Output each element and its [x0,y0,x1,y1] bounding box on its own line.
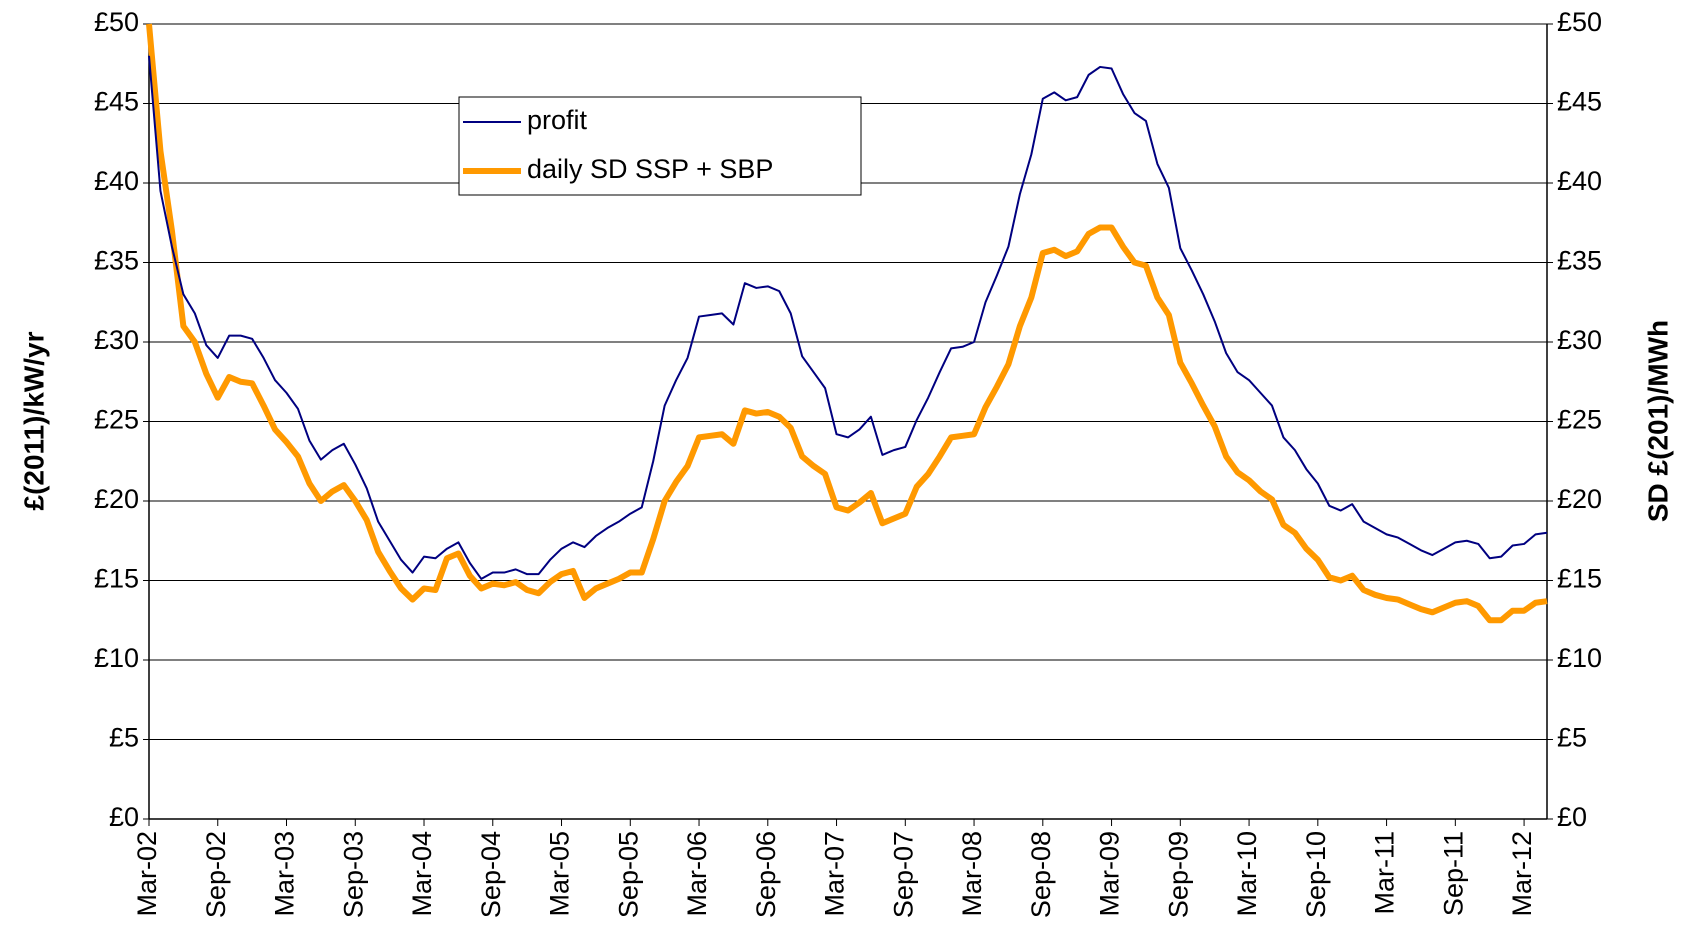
y-tick-label: £0 [109,802,139,832]
x-tick-label: Sep-08 [1026,831,1056,918]
y-tick-label: £20 [94,484,139,514]
legend-label: profit [527,105,588,135]
y-tick-label: £10 [94,643,139,673]
x-tick-label: Mar-09 [1095,831,1125,917]
x-tick-label: Sep-11 [1438,831,1468,916]
y-tick-label: £50 [94,7,139,37]
y2-tick-label: £50 [1557,7,1602,37]
y2-tick-label: £40 [1557,166,1602,196]
y-tick-label: £40 [94,166,139,196]
y2-tick-label: £15 [1557,564,1602,594]
legend-label: daily SD SSP + SBP [527,154,773,184]
y2-tick-label: £20 [1557,484,1602,514]
x-tick-label: Sep-10 [1301,831,1331,918]
y-tick-label: £15 [94,564,139,594]
x-tick-label: Mar-05 [545,831,575,917]
y2-tick-label: £45 [1557,87,1602,117]
legend-box [458,96,862,196]
x-tick-label: Sep-02 [201,831,231,918]
series-line [146,23,1548,624]
y2-tick-label: £10 [1557,643,1602,673]
y2-axis-title: SD £(201)/MWh [1642,320,1673,522]
y-axis-title: £(2011)/kW/yr [18,331,49,510]
y-tick-label: £25 [94,405,139,435]
series-line [148,55,1548,580]
x-tick-label: Mar-02 [132,831,162,917]
x-tick-label: Mar-06 [682,831,712,917]
y2-tick-label: £30 [1557,325,1602,355]
x-tick-label: Sep-04 [476,831,506,918]
y2-tick-label: £0 [1557,802,1587,832]
x-tick-label: Sep-07 [888,831,918,918]
x-tick-label: Mar-08 [957,831,987,917]
y2-tick-label: £25 [1557,405,1602,435]
x-tick-label: Mar-12 [1507,831,1537,917]
x-tick-label: Mar-04 [407,831,437,917]
y-tick-label: £35 [94,246,139,276]
y2-tick-label: £5 [1557,723,1587,753]
x-tick-label: Mar-10 [1232,831,1262,917]
y-tick-label: £30 [94,325,139,355]
x-tick-label: Mar-11 [1370,831,1400,915]
y-tick-label: £5 [109,723,139,753]
x-tick-label: Sep-09 [1163,831,1193,918]
x-tick-label: Sep-03 [338,831,368,918]
y2-tick-label: £35 [1557,246,1602,276]
x-tick-label: Sep-05 [613,831,643,918]
y-tick-label: £45 [94,87,139,117]
x-tick-label: Mar-07 [820,831,850,917]
x-tick-label: Sep-06 [751,831,781,918]
x-tick-label: Mar-03 [270,831,300,917]
